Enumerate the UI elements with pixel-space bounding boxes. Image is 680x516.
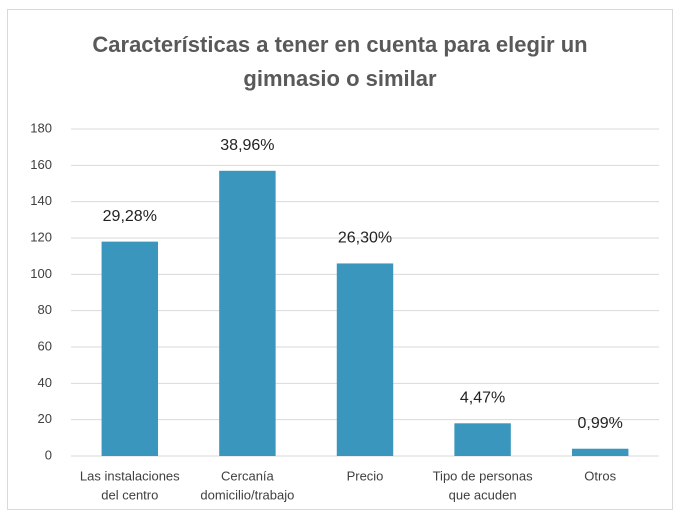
data-label: 38,96%	[220, 137, 274, 154]
y-tick-label: 100	[30, 266, 52, 281]
y-tick-label: 140	[30, 193, 52, 208]
x-tick-label: Las instalaciones	[80, 468, 180, 483]
data-label: 0,99%	[578, 415, 623, 432]
y-tick-label: 80	[38, 302, 52, 317]
bar	[101, 241, 159, 456]
x-tick-label: Cercanía	[221, 468, 275, 483]
y-tick-label: 180	[30, 120, 52, 135]
y-tick-label: 120	[30, 229, 52, 244]
y-tick-label: 40	[38, 375, 52, 390]
data-label: 4,47%	[460, 390, 505, 407]
data-label: 29,28%	[103, 208, 157, 225]
x-tick-label: domicilio/trabajo	[200, 487, 294, 502]
bar	[571, 448, 629, 456]
x-tick-label: Precio	[347, 468, 384, 483]
x-tick-label: Tipo de personas	[433, 468, 533, 483]
chart-title: Características a tener en cuenta para e…	[92, 32, 588, 91]
x-tick-label: del centro	[101, 487, 158, 502]
bar	[336, 263, 394, 456]
data-label: 26,30%	[338, 230, 392, 247]
x-tick-label: Otros	[584, 468, 616, 483]
bar	[219, 170, 276, 457]
y-tick-label: 0	[45, 447, 52, 462]
y-tick-label: 20	[38, 411, 52, 426]
y-tick-label: 60	[38, 338, 52, 353]
bar	[454, 423, 511, 456]
x-tick-label: que acuden	[449, 487, 517, 502]
y-tick-label: 160	[30, 157, 52, 172]
